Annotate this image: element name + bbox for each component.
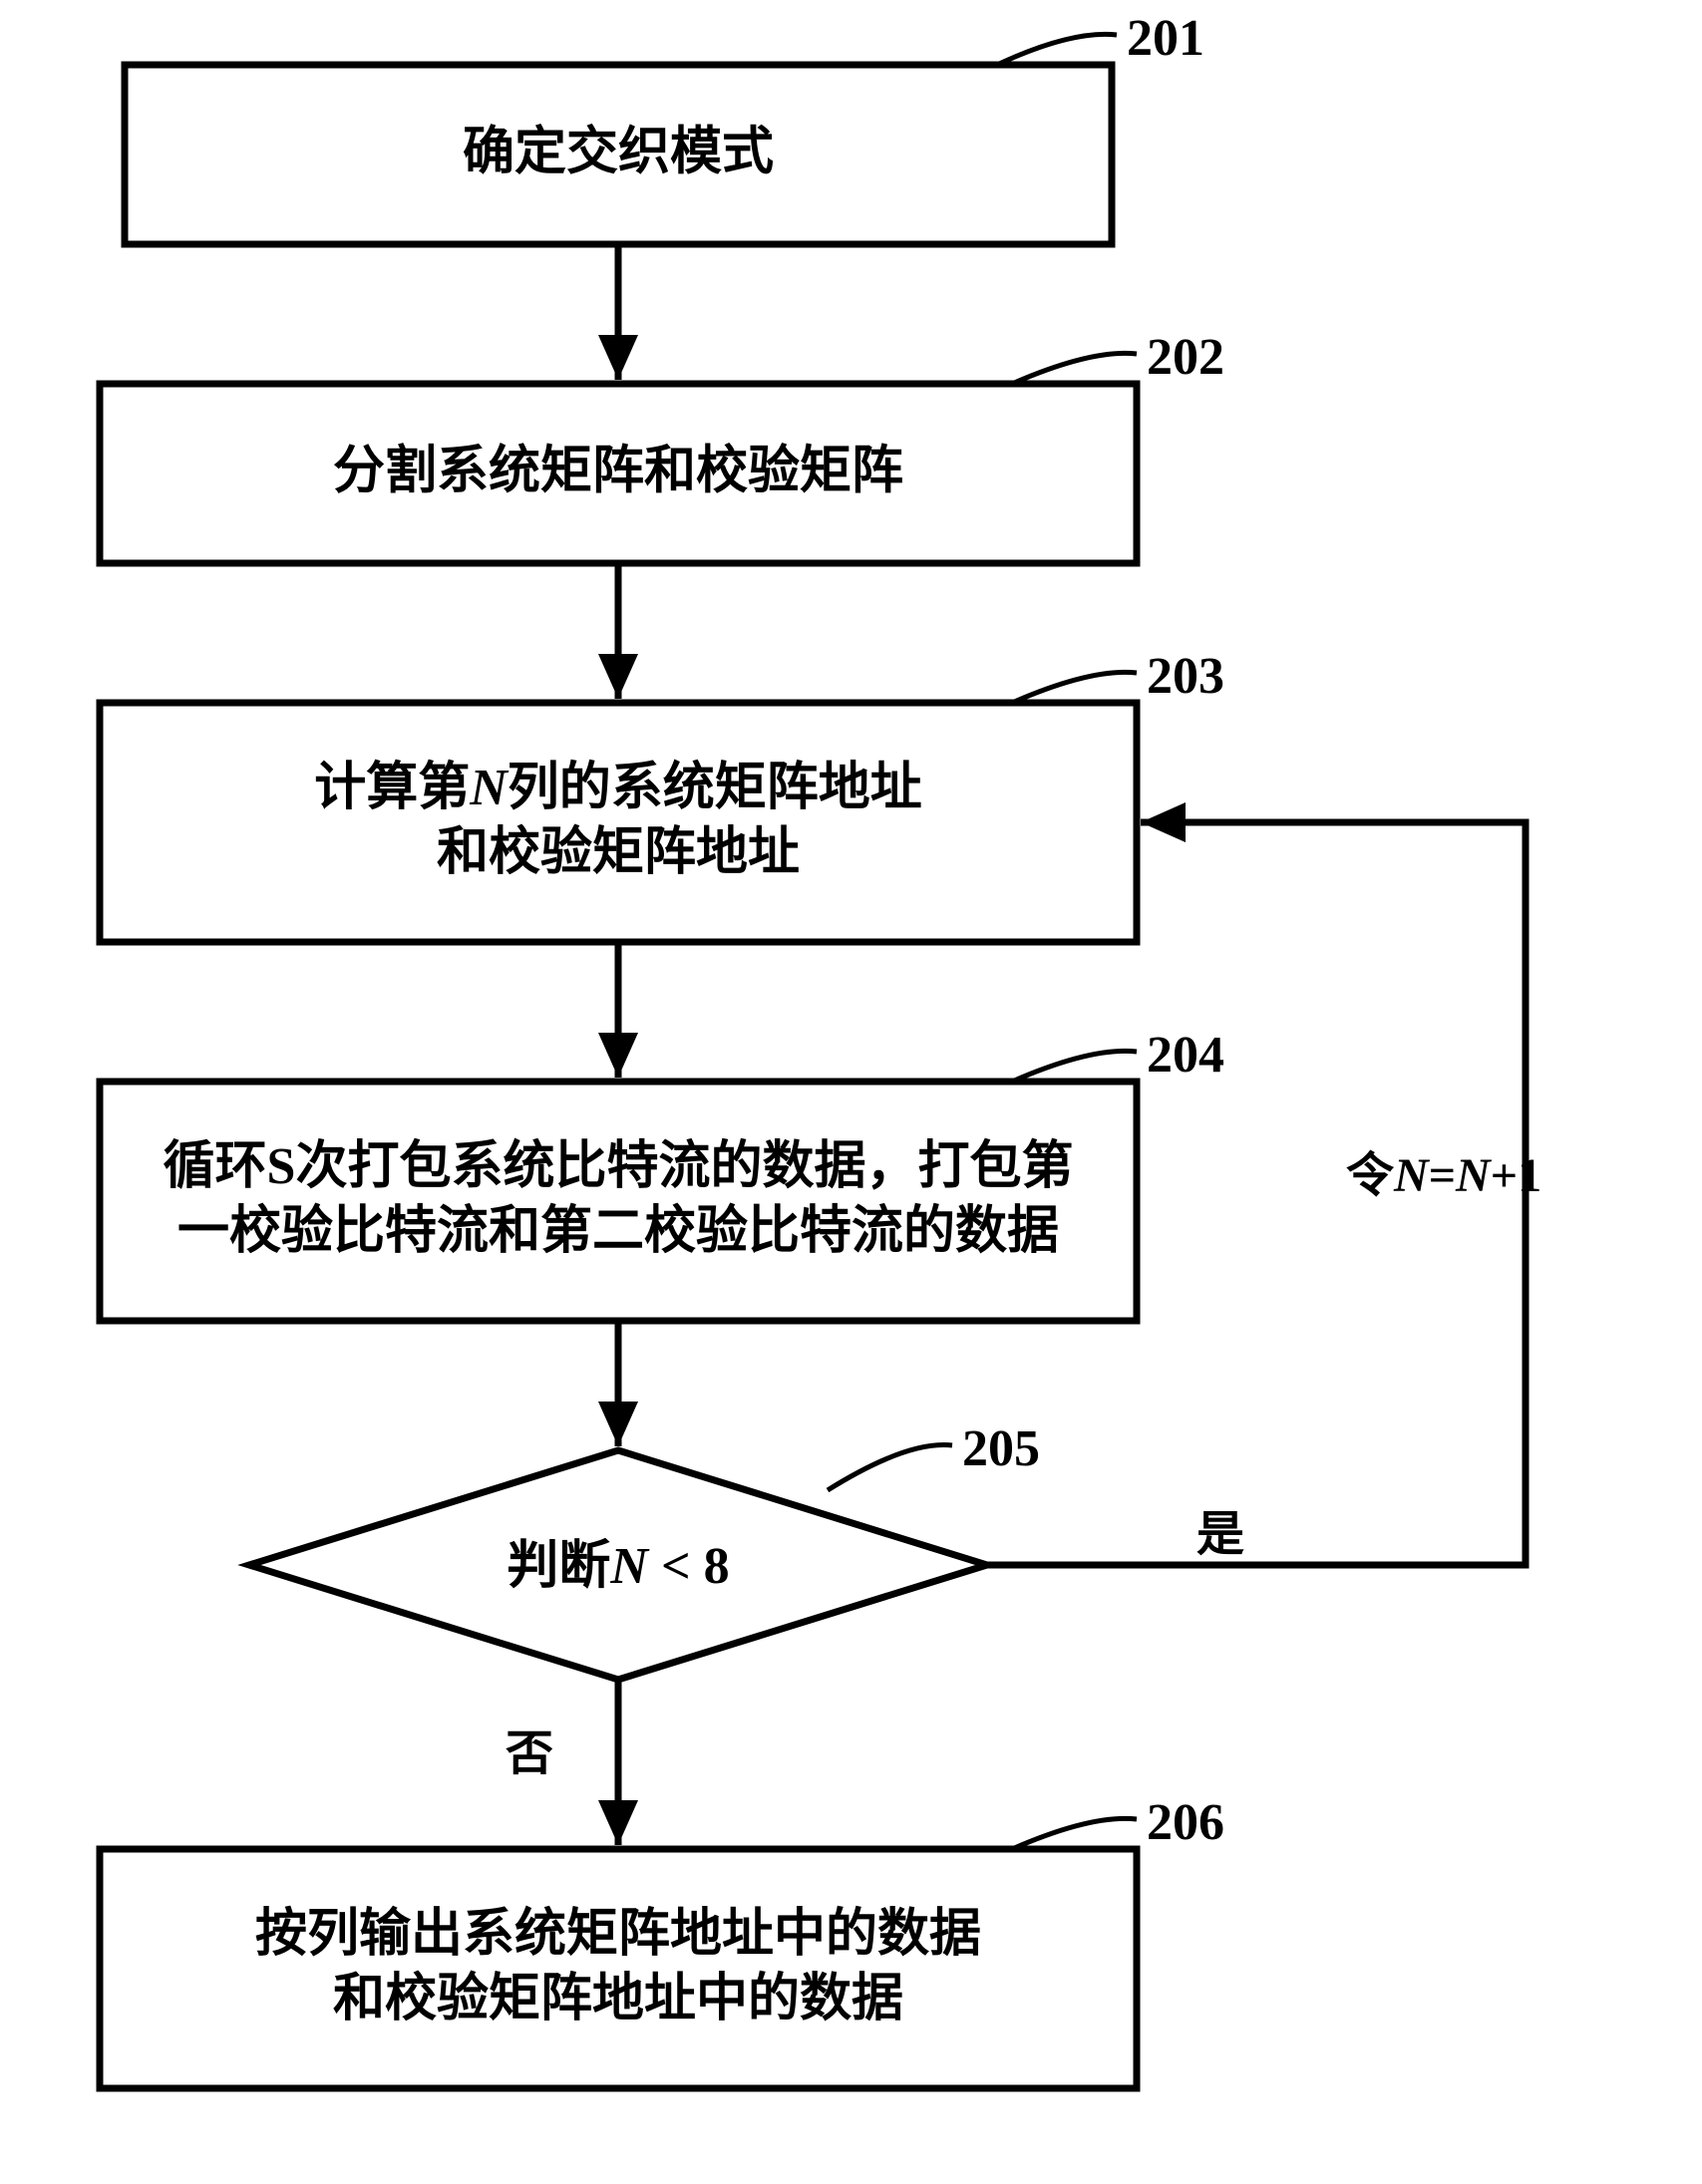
step-number-s206: 206: [1147, 1794, 1224, 1851]
step-number-s205: 205: [962, 1420, 1040, 1477]
edge-label-no: 否: [506, 1727, 553, 1780]
callout-s203: [1012, 672, 1137, 703]
step-text: 循环S次打包系统比特流的数据，打包第: [164, 1137, 1074, 1195]
edge-label-yes: 是: [1196, 1508, 1244, 1561]
step-text: 和校验矩阵地址: [437, 823, 800, 881]
callout-s205: [828, 1445, 952, 1490]
step-text: 计算第N列的系统矩阵地址: [314, 759, 922, 816]
step-number-s201: 201: [1127, 10, 1204, 67]
step-s201: 确定交织模式: [125, 65, 1112, 244]
callout-s206: [1012, 1818, 1137, 1849]
step-text: 分割系统矩阵和校验矩阵: [333, 442, 903, 499]
callout-s204: [1012, 1051, 1137, 1082]
callout-s201: [997, 34, 1117, 65]
step-number-s202: 202: [1147, 329, 1224, 386]
step-s205-decision: 判断N < 8: [249, 1450, 987, 1680]
step-text: 一校验比特流和第二校验比特流的数据: [177, 1202, 1059, 1260]
callout-s202: [1012, 353, 1137, 384]
edge-label-loop: 令N=N+1: [1346, 1149, 1541, 1202]
step-text: 确定交织模式: [463, 123, 774, 180]
step-text: 按列输出系统矩阵地址中的数据: [255, 1905, 981, 1963]
step-s206: 按列输出系统矩阵地址中的数据和校验矩阵地址中的数据: [100, 1849, 1137, 2088]
step-text: 和校验矩阵地址中的数据: [333, 1970, 903, 2028]
step-s202: 分割系统矩阵和校验矩阵: [100, 384, 1137, 563]
step-number-s203: 203: [1147, 648, 1224, 705]
decision-text: 判断N < 8: [507, 1537, 729, 1595]
step-s204: 循环S次打包系统比特流的数据，打包第一校验比特流和第二校验比特流的数据: [100, 1082, 1137, 1321]
step-number-s204: 204: [1147, 1027, 1224, 1084]
step-s203: 计算第N列的系统矩阵地址和校验矩阵地址: [100, 703, 1137, 942]
